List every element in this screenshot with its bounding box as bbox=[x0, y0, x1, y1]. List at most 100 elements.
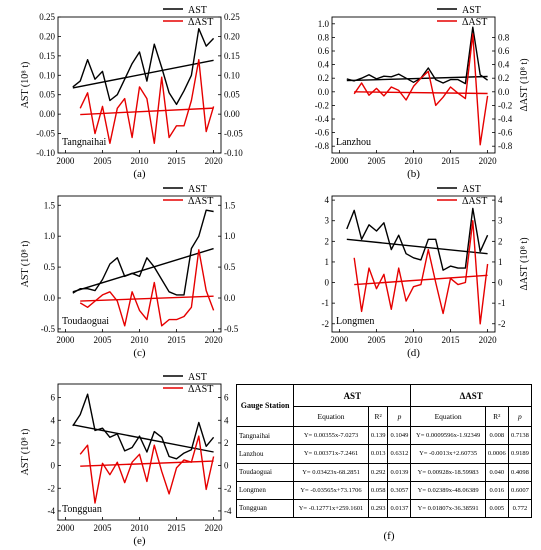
delta-ast-trend-line bbox=[80, 460, 214, 467]
legend-ast-label: AST bbox=[462, 184, 481, 195]
y-tick-label: -2 bbox=[322, 319, 330, 329]
y-tick-label: -0.2 bbox=[315, 100, 329, 110]
ast-p-cell: 0.6312 bbox=[387, 444, 412, 464]
ast-trend-line bbox=[72, 424, 214, 453]
panel-label: (d) bbox=[407, 347, 420, 359]
y-axis-title: AST (10⁸ t) bbox=[20, 241, 31, 288]
dast-r2-cell: 0.040 bbox=[484, 462, 509, 482]
y-tick-label: -0.5 bbox=[41, 324, 56, 334]
y-tick-label: 0.05 bbox=[39, 90, 55, 100]
right-y-tick-label: 0 bbox=[224, 461, 229, 471]
right-y-tick-label: 4 bbox=[498, 195, 503, 205]
dast-equation-cell: Y= 0.01807x-36.38591 bbox=[410, 498, 486, 519]
x-tick-label: 2010 bbox=[131, 335, 150, 345]
ast-trend-line bbox=[346, 75, 488, 82]
x-tick-label: 2020 bbox=[479, 335, 498, 345]
y-tick-label: -0.05 bbox=[36, 129, 55, 139]
dast-r2-cell: 0.005 bbox=[484, 498, 509, 519]
delta-ast-series-line bbox=[79, 59, 215, 145]
right-y-tick-label: -2 bbox=[224, 483, 232, 493]
ast-p-cell: 0.3057 bbox=[387, 480, 412, 500]
dast-equation-cell: Y= 0.02389x-48.06389 bbox=[410, 480, 486, 500]
y-tick-label: 1.0 bbox=[44, 231, 56, 241]
y-tick-label: 0.8 bbox=[318, 32, 330, 42]
x-tick-label: 2000 bbox=[330, 156, 349, 166]
ast-r2-cell: 0.292 bbox=[367, 462, 389, 482]
subheader-p: p bbox=[507, 406, 533, 428]
legend-delta-ast-label: ΔAST bbox=[188, 384, 213, 395]
x-tick-label: 2020 bbox=[205, 156, 224, 166]
y-axis-title: AST (10⁸ t) bbox=[20, 62, 31, 109]
plot-frame bbox=[331, 16, 496, 154]
x-tick-label: 2020 bbox=[205, 523, 224, 533]
ast-series-line bbox=[346, 207, 489, 271]
y-tick-label: -1 bbox=[322, 298, 330, 308]
table-row: Tongguan Y= -0.12771x+259.1601 0.293 0.0… bbox=[235, 498, 533, 519]
ast-series-line bbox=[72, 28, 215, 106]
legend-ast-label: AST bbox=[188, 5, 207, 16]
station-cell: Longmen bbox=[235, 480, 295, 500]
subheader-equation: Equation bbox=[293, 406, 369, 428]
right-y-tick-label: -0.4 bbox=[498, 114, 513, 124]
plot-frame bbox=[57, 16, 222, 154]
y-tick-label: 0.20 bbox=[39, 31, 55, 41]
right-y-tick-label: 1 bbox=[498, 257, 503, 267]
dast-p-cell: 0.772 bbox=[507, 498, 533, 519]
legend-ast-label: AST bbox=[188, 184, 207, 195]
x-tick-label: 2010 bbox=[131, 156, 150, 166]
ast-r2-cell: 0.139 bbox=[367, 426, 389, 446]
x-tick-label: 2020 bbox=[205, 335, 224, 345]
ast-series-line bbox=[72, 393, 215, 460]
x-tick-label: 2015 bbox=[442, 156, 461, 166]
right-y-tick-label: 0.0 bbox=[224, 293, 236, 303]
right-y-tick-label: 0.05 bbox=[224, 90, 240, 100]
right-y-tick-label: 0.00 bbox=[224, 109, 240, 119]
ast-r2-cell: 0.293 bbox=[367, 498, 389, 519]
station-cell: Toudaoguai bbox=[235, 462, 295, 482]
right-y-axis-title: ΔAST (10⁸ t) bbox=[519, 237, 530, 290]
x-tick-label: 2015 bbox=[168, 335, 187, 345]
dast-r2-cell: 0.008 bbox=[484, 426, 509, 446]
x-tick-label: 2000 bbox=[56, 523, 75, 533]
station-label: Toudaoguai bbox=[62, 316, 109, 327]
x-tick-label: 2015 bbox=[442, 335, 461, 345]
y-tick-label: -0.10 bbox=[36, 148, 55, 158]
y-tick-label: 0.5 bbox=[44, 262, 56, 272]
legend-ast-label: AST bbox=[462, 5, 481, 16]
x-tick-label: 2020 bbox=[479, 156, 498, 166]
station-label: Tongguan bbox=[62, 504, 102, 515]
right-y-tick-label: -0.10 bbox=[224, 148, 243, 158]
y-tick-label: 0.6 bbox=[318, 46, 330, 56]
table-row: Tangnaihai Y= 0.00355x-7.0273 0.139 0.10… bbox=[235, 426, 533, 446]
right-y-tick-label: -0.05 bbox=[224, 129, 243, 139]
panel-label: (e) bbox=[133, 535, 146, 547]
legend-ast-label: AST bbox=[188, 372, 207, 383]
legend-delta-ast-label: ΔAST bbox=[462, 196, 487, 207]
station-label: Lanzhou bbox=[336, 137, 371, 148]
panel-label: (b) bbox=[407, 168, 420, 180]
ast-equation-cell: Y= -0.12771x+259.1601 bbox=[293, 498, 369, 519]
right-y-tick-label: 0.10 bbox=[224, 70, 240, 80]
y-tick-label: -0.8 bbox=[315, 141, 330, 151]
ast-equation-cell: Y= 0.03423x-68.2851 bbox=[293, 462, 369, 482]
dast-p-cell: 0.6007 bbox=[507, 480, 533, 500]
right-y-tick-label: 0 bbox=[498, 278, 503, 288]
right-y-tick-label: 4 bbox=[224, 415, 229, 425]
y-tick-label: 0.0 bbox=[44, 293, 56, 303]
regression-table: Gauge Station AST ΔAST Equation R² p Equ… bbox=[235, 383, 533, 519]
y-tick-label: 0.00 bbox=[39, 109, 55, 119]
delta-ast-series-line bbox=[353, 33, 489, 146]
ast-p-cell: 0.0139 bbox=[387, 462, 412, 482]
right-y-tick-label: -0.5 bbox=[224, 324, 239, 334]
right-y-tick-label: -0.8 bbox=[498, 141, 513, 151]
table-row: Longmen Y= -0.03565x+73.1706 0.058 0.305… bbox=[235, 480, 533, 500]
y-tick-label: 0 bbox=[51, 461, 56, 471]
right-y-tick-label: -1 bbox=[498, 298, 506, 308]
dast-p-cell: 0.7138 bbox=[507, 426, 533, 446]
y-tick-label: 0.0 bbox=[318, 87, 330, 97]
x-tick-label: 2010 bbox=[405, 335, 424, 345]
x-tick-label: 2000 bbox=[56, 335, 75, 345]
panel-label: (c) bbox=[133, 347, 146, 359]
delta-ast-series-line bbox=[79, 249, 215, 327]
